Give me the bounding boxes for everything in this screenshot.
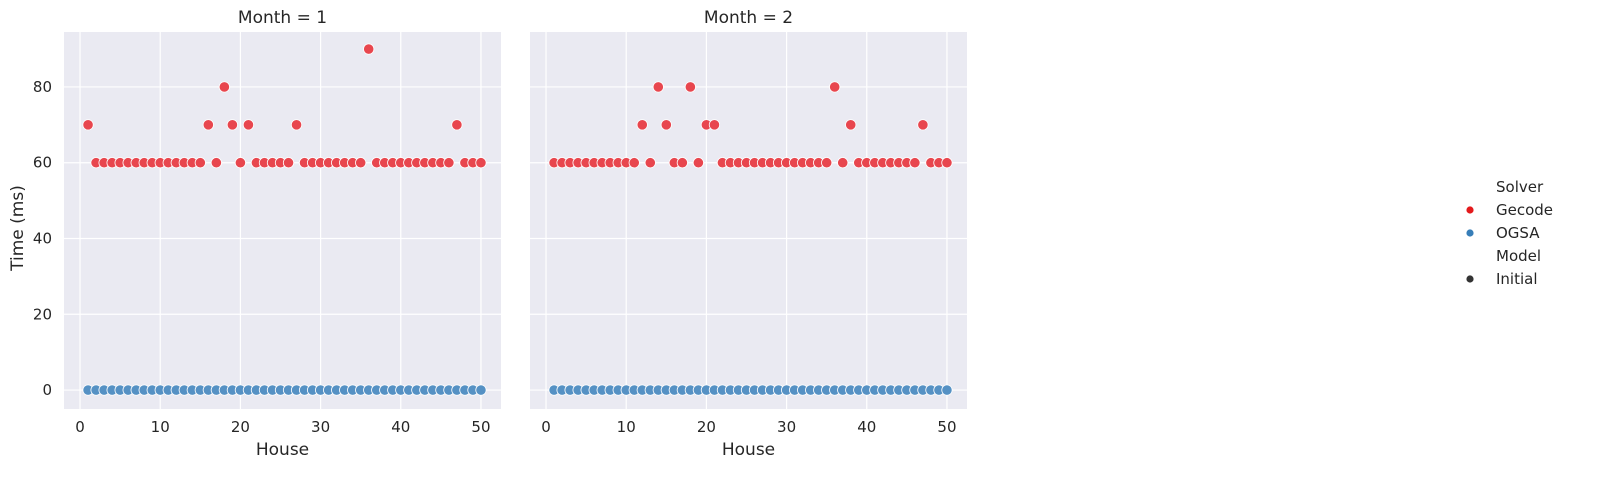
data-point bbox=[909, 157, 921, 169]
data-point bbox=[708, 119, 721, 131]
x-axis-label: House bbox=[722, 440, 775, 460]
x-tick-label: 40 bbox=[391, 418, 410, 436]
data-point bbox=[226, 119, 238, 131]
data-point bbox=[941, 157, 953, 169]
x-tick-label: 40 bbox=[857, 418, 876, 436]
x-axis-label: House bbox=[256, 440, 309, 460]
x-tick-label: 30 bbox=[777, 418, 796, 436]
legend-marker bbox=[1466, 275, 1474, 283]
panel-title: Month = 1 bbox=[238, 8, 327, 28]
y-axis-label: Time (ms) bbox=[8, 185, 28, 272]
data-point bbox=[194, 157, 206, 169]
panel-background bbox=[530, 32, 967, 409]
data-point bbox=[845, 119, 857, 131]
data-point bbox=[475, 384, 487, 396]
legend-style-title: Model bbox=[1496, 247, 1541, 265]
legend-entry-label: OGSA bbox=[1496, 224, 1540, 242]
data-point bbox=[684, 81, 696, 93]
data-point bbox=[636, 119, 648, 131]
x-tick-label: 50 bbox=[471, 418, 490, 436]
panel-title: Month = 2 bbox=[704, 8, 793, 28]
data-point bbox=[837, 157, 849, 169]
y-tick-label: 40 bbox=[33, 229, 52, 247]
x-tick-label: 10 bbox=[151, 418, 170, 436]
panel-2: 0 10 20 30 40 50 Month = 2 House bbox=[530, 8, 967, 460]
y-tick-label: 0 bbox=[42, 381, 52, 399]
x-tick-label: 10 bbox=[617, 418, 636, 436]
panel-background bbox=[64, 32, 501, 409]
data-point bbox=[660, 119, 672, 131]
x-tick-label: 20 bbox=[697, 418, 716, 436]
data-point bbox=[202, 119, 214, 131]
data-point bbox=[475, 157, 487, 169]
data-point bbox=[451, 119, 463, 131]
legend-entry-label: Gecode bbox=[1496, 201, 1553, 219]
legend-marker bbox=[1466, 206, 1474, 214]
legend-entry-label: Initial bbox=[1496, 270, 1538, 288]
data-point bbox=[829, 81, 841, 93]
data-point bbox=[692, 157, 704, 169]
data-point bbox=[917, 119, 929, 131]
data-point bbox=[282, 157, 295, 169]
x-tick-label: 50 bbox=[937, 418, 956, 436]
data-point bbox=[652, 81, 664, 93]
data-point bbox=[941, 384, 953, 396]
x-tick-label: 30 bbox=[311, 418, 330, 436]
panels: 0 10 20 30 40 50 0 20 40 60 80 Month = 1 House 0 10 20 3… bbox=[33, 8, 967, 460]
data-point bbox=[443, 157, 455, 169]
data-point bbox=[363, 43, 375, 55]
data-point bbox=[242, 119, 255, 131]
legend-marker bbox=[1466, 229, 1474, 237]
data-point bbox=[676, 157, 688, 169]
x-tick-label: 20 bbox=[231, 418, 250, 436]
x-tick-label: 0 bbox=[541, 418, 551, 436]
data-point bbox=[82, 119, 94, 131]
series-gecode bbox=[548, 81, 953, 169]
x-tick-label: 0 bbox=[75, 418, 85, 436]
data-point bbox=[355, 157, 367, 169]
legend-hue-title: Solver bbox=[1496, 178, 1544, 196]
panel-1: 0 10 20 30 40 50 0 20 40 60 80 Month = 1 House bbox=[33, 8, 501, 460]
legend: Solver Gecode OGSA Model Initial bbox=[1466, 178, 1553, 288]
data-point bbox=[234, 157, 247, 169]
y-tick-label: 60 bbox=[33, 154, 52, 172]
y-tick-label: 20 bbox=[33, 305, 52, 323]
data-point bbox=[218, 81, 230, 93]
y-tick-label: 80 bbox=[33, 78, 52, 96]
data-point bbox=[821, 157, 833, 169]
data-point bbox=[644, 157, 656, 169]
data-point bbox=[290, 119, 303, 131]
data-point bbox=[628, 157, 640, 169]
series-gecode bbox=[82, 43, 487, 169]
series-ogsa bbox=[548, 384, 953, 396]
series-ogsa bbox=[82, 384, 487, 396]
data-point bbox=[210, 157, 222, 169]
